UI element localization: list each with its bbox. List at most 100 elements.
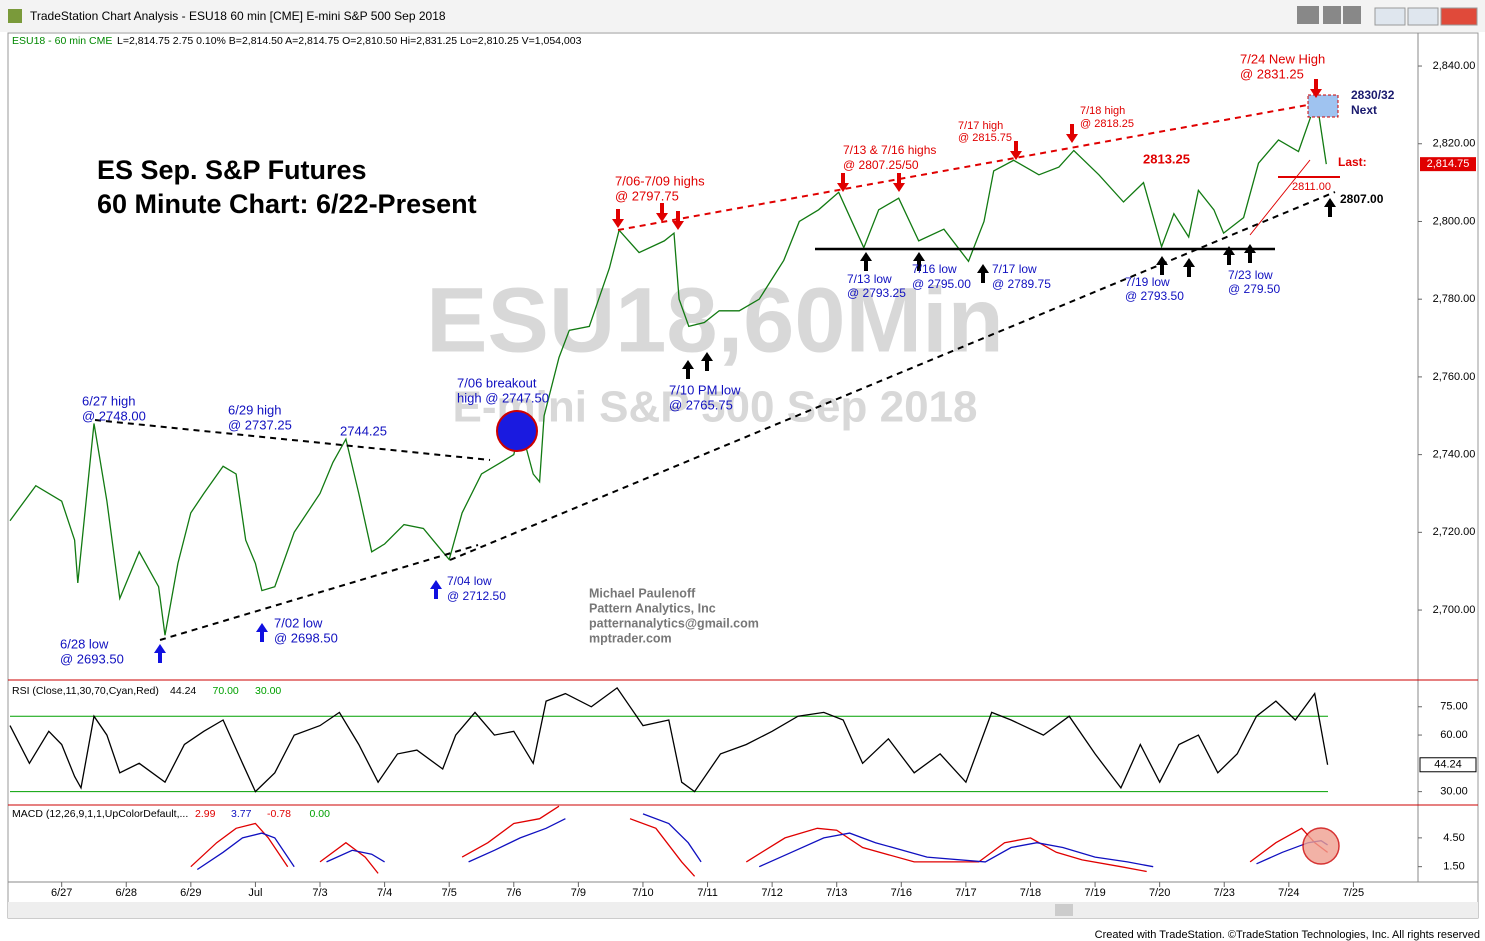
annotation: @ 2712.50 — [447, 589, 506, 603]
last-value: 2,814.75 — [1427, 158, 1470, 170]
arrow — [256, 623, 268, 642]
trendline — [617, 99, 1336, 231]
x-tick-label: 7/18 — [1020, 887, 1041, 899]
arrow — [1223, 246, 1235, 265]
annotation: 6/28 low — [60, 636, 109, 651]
title-bar — [0, 0, 1485, 32]
annotation: Last: — [1338, 155, 1367, 169]
maximize-button[interactable] — [1407, 7, 1439, 26]
readout: 0.00 — [310, 808, 331, 820]
readout: 30.00 — [255, 685, 281, 697]
x-tick-label: 6/28 — [116, 887, 137, 899]
scrollbar[interactable] — [8, 902, 1478, 918]
scroll-thumb[interactable] — [1055, 904, 1073, 916]
chart-title: ES Sep. S&P Futures — [97, 155, 367, 185]
arrow — [913, 252, 925, 271]
x-tick-label: 7/23 — [1214, 887, 1235, 899]
last-value: 44.24 — [1434, 759, 1462, 771]
annotation: 7/19 low — [1125, 275, 1170, 289]
close-button[interactable] — [1440, 7, 1478, 26]
annotation: Next — [1351, 103, 1377, 117]
pane-label: MACD (12,26,9,1,1,UpColorDefault,... — [12, 808, 188, 820]
button[interactable] — [1323, 6, 1341, 24]
chart-subtitle: 60 Minute Chart: 6/22-Present — [97, 189, 477, 219]
arrow — [837, 173, 849, 192]
highlight-circle — [1302, 827, 1340, 865]
y-tick-label: 1.50 — [1443, 861, 1464, 873]
annotation: @ 2793.25 — [847, 286, 906, 300]
annotation: 7/23 low — [1228, 268, 1273, 282]
annotation: 7/16 low — [912, 262, 957, 276]
arrow — [672, 211, 684, 230]
watermark: ESU18,60Min — [426, 269, 1004, 371]
annotation: 7/02 low — [274, 615, 323, 630]
minimize-button[interactable] — [1374, 7, 1406, 26]
x-tick-label: 7/13 — [826, 887, 847, 899]
arrow — [1324, 198, 1336, 217]
annotation: @ 2831.25 — [1240, 66, 1304, 81]
annotation: 7/13 low — [847, 272, 892, 286]
annotation: @ 2795.00 — [912, 277, 971, 291]
annotation: 2811.00 — [1292, 181, 1331, 193]
readout: 2.99 — [195, 808, 216, 820]
x-tick-label: 7/11 — [697, 887, 718, 899]
series-line — [9, 99, 1327, 636]
x-tick-label: 7/6 — [506, 887, 521, 899]
x-tick-label: 7/25 — [1343, 887, 1364, 899]
arrow — [1066, 124, 1078, 143]
trendline — [94, 419, 491, 461]
annotation: 7/24 New High — [1240, 51, 1325, 66]
last-value-box — [1420, 157, 1476, 172]
x-tick-label: Jul — [248, 887, 262, 899]
annotation: 2813.25 — [1143, 151, 1190, 166]
target-box — [1307, 94, 1339, 118]
x-tick-label: 7/16 — [891, 887, 912, 899]
x-tick-label: 7/19 — [1084, 887, 1105, 899]
annotation: @ 2748.00 — [82, 408, 146, 423]
arrow — [1183, 258, 1195, 277]
annotation: 7/06-7/09 highs — [615, 173, 705, 188]
x-tick-label: 7/24 — [1278, 887, 1299, 899]
y-tick-label: 2,820.00 — [1433, 138, 1476, 150]
series-line — [9, 686, 1329, 793]
annotation: 6/29 high — [228, 402, 282, 417]
arrow — [656, 203, 668, 222]
readout: 70.00 — [213, 685, 239, 697]
y-tick-label: 2,700.00 — [1433, 604, 1476, 616]
annotation: patternanalytics@gmail.com — [589, 616, 759, 630]
readout: -0.78 — [267, 808, 291, 820]
y-tick-label: 2,760.00 — [1433, 371, 1476, 383]
annotation: 2807.00 — [1340, 192, 1384, 206]
app-icon — [8, 9, 22, 23]
arrow — [860, 252, 872, 271]
annotation: @ 2737.25 — [228, 417, 292, 432]
chart-frame — [7, 32, 1479, 919]
arrow — [1010, 141, 1022, 160]
trendline — [159, 544, 479, 641]
annotation: @ 2815.75 — [958, 132, 1012, 144]
annotation: @ 2818.25 — [1080, 118, 1134, 130]
y-tick-label: 75.00 — [1440, 701, 1468, 713]
y-tick-label: 2,720.00 — [1433, 526, 1476, 538]
series-line — [190, 805, 1328, 877]
footer: Created with TradeStation. ©TradeStation… — [1095, 929, 1480, 941]
annotation: 7/10 PM low — [669, 382, 741, 397]
status-symbol: ESU18 - 60 min CME — [12, 35, 112, 47]
x-tick-label: 6/29 — [180, 887, 201, 899]
arrow — [1310, 79, 1322, 98]
annotation: 7/06 breakout — [457, 375, 537, 390]
annotation: @ 2698.50 — [274, 630, 338, 645]
watermark: E-mini S&P 500 Sep 2018 — [452, 383, 977, 432]
annotation: 2744.25 — [340, 423, 387, 438]
y-tick-label: 60.00 — [1440, 729, 1468, 741]
arrow — [977, 264, 989, 283]
arrow — [682, 360, 694, 379]
button[interactable] — [1297, 6, 1319, 24]
y-tick-label: 2,780.00 — [1433, 293, 1476, 305]
button[interactable] — [1343, 6, 1361, 24]
trendline — [449, 191, 1336, 561]
x-tick-label: 7/10 — [632, 887, 653, 899]
window-title: TradeStation Chart Analysis - ESU18 60 m… — [30, 9, 446, 23]
annotation: 7/13 & 7/16 highs — [843, 143, 936, 157]
